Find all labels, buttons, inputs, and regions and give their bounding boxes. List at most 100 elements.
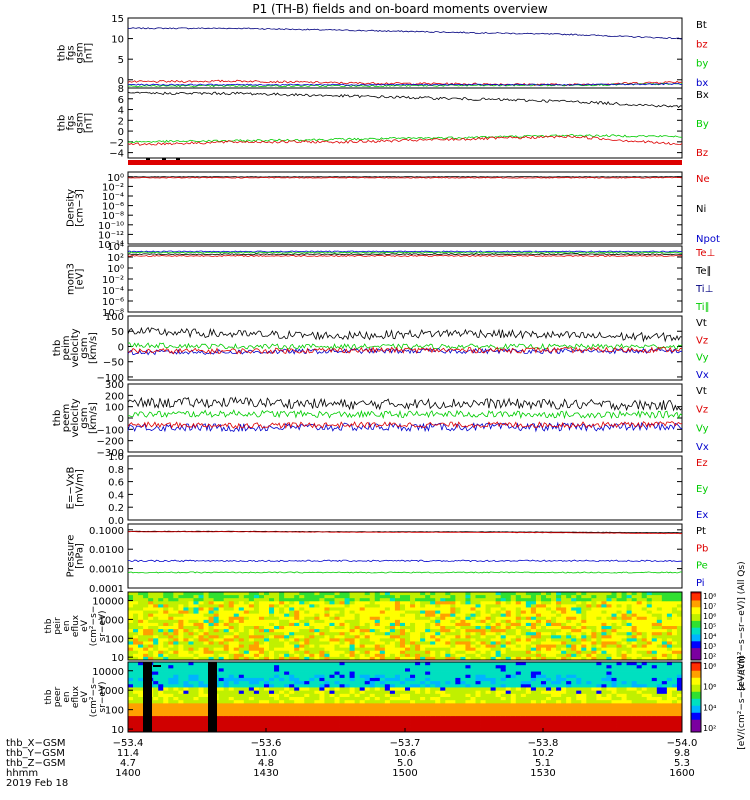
spectrogram-cell: [193, 644, 199, 649]
spectrogram-cell: [520, 728, 527, 733]
spectrogram-cell: [289, 595, 295, 599]
spectrogram-cell: [606, 656, 612, 661]
spectrogram-cell: [405, 607, 411, 611]
spectrogram-cell: [379, 684, 386, 688]
spectrogram-cell: [520, 604, 527, 608]
spectrogram-cell: [143, 656, 149, 661]
spectrogram-cell: [374, 728, 381, 733]
spectrogram-cell: [233, 638, 240, 642]
spectrogram-cell: [183, 719, 189, 723]
spectrogram-cell: [128, 681, 134, 685]
spectrogram-cell: [238, 638, 245, 642]
spectrogram-cell: [263, 626, 270, 630]
spectrogram-cell: [621, 700, 627, 704]
spectrogram-cell: [168, 610, 174, 615]
spectrogram-cell: [258, 610, 265, 615]
spectrogram-cell: [586, 687, 592, 692]
spectrogram-cell: [289, 650, 295, 655]
spectrogram-cell: [304, 644, 310, 649]
spectrogram-cell: [581, 719, 587, 723]
spectrogram-cell: [435, 722, 441, 727]
spectrogram-cell: [470, 725, 476, 730]
spectrogram-cell: [596, 725, 602, 730]
spectrogram-cell: [435, 677, 441, 682]
spectrogram-cell: [143, 616, 149, 621]
spectrogram-cell: [661, 653, 668, 658]
spectrogram-cell: [389, 712, 396, 717]
spectrogram-cell: [133, 687, 139, 692]
spectrogram-cell: [334, 598, 340, 602]
spectrogram-cell: [153, 653, 159, 658]
spectrogram-cell: [631, 719, 638, 723]
spectrogram-cell: [500, 706, 507, 711]
spectrogram-cell: [369, 644, 376, 649]
spectrogram-cell: [349, 703, 356, 707]
spectrogram-cell: [324, 607, 330, 611]
spectrogram-cell: [138, 716, 144, 720]
spectrogram-cell: [676, 626, 683, 630]
spectrogram-cell: [415, 650, 421, 655]
spectrogram-cell: [299, 613, 305, 618]
spectrogram-cell: [188, 656, 194, 661]
spectrogram-cell: [243, 610, 250, 615]
spectrogram-cell: [621, 706, 627, 711]
spectrogram-cell: [435, 626, 441, 630]
spectrogram-cell: [480, 613, 486, 618]
spectrogram-cell: [405, 601, 411, 605]
spectrogram-cell: [591, 607, 597, 611]
spectrogram-cell: [445, 629, 451, 633]
spectrogram-cell: [450, 671, 456, 676]
spectrogram-cell: [596, 616, 602, 621]
spectrogram-cell: [495, 595, 502, 599]
spectrogram-cell: [515, 681, 522, 685]
spectrogram-cell: [626, 690, 633, 695]
spectrogram-cell: [168, 725, 174, 730]
spectrogram-cell: [535, 647, 542, 652]
spectrogram-cell: [520, 650, 527, 655]
spectrogram-cell: [379, 712, 386, 717]
spectrogram-cell: [183, 693, 189, 698]
spectrogram-cell: [500, 622, 507, 627]
spectrogram-cell: [228, 622, 235, 627]
spectrogram-cell: [223, 725, 230, 730]
spectrogram-cell: [495, 706, 502, 711]
spectrogram-cell: [546, 626, 552, 630]
spectrogram-cell: [359, 687, 366, 692]
spectrogram-cell: [576, 622, 582, 627]
spectrogram-cell: [233, 668, 240, 672]
spectrogram-cell: [399, 598, 406, 602]
spectrogram-cell: [213, 650, 220, 655]
spectrogram-cell: [571, 716, 577, 720]
spectrogram-cell: [485, 616, 492, 621]
spectrogram-cell: [263, 604, 270, 608]
spectrogram-cell: [566, 644, 572, 649]
spectrogram-cell: [349, 656, 356, 661]
spectrogram-cell: [243, 728, 250, 733]
spectrogram-cell: [520, 595, 527, 599]
spectrogram-cell: [248, 635, 255, 639]
spectrogram-cell: [641, 622, 648, 627]
spectrogram-cell: [676, 610, 683, 615]
spectrogram-cell: [490, 722, 497, 727]
spectrogram-cell: [284, 629, 290, 633]
spectrogram-cell: [218, 632, 225, 636]
spectrogram-cell: [581, 592, 587, 596]
spectrogram-cell: [208, 626, 215, 630]
spectrogram-cell: [445, 690, 451, 695]
spectrogram-cell: [163, 604, 169, 608]
spectrogram-cell: [374, 687, 381, 692]
spectrogram-cell: [460, 616, 466, 621]
spectrogram-cell: [374, 665, 381, 669]
spectrogram-cell: [455, 650, 461, 655]
spectrogram-cell: [611, 622, 617, 627]
spectrogram-cell: [304, 619, 310, 624]
spectrogram-cell: [399, 610, 406, 615]
spectrogram-cell: [399, 650, 406, 655]
spectrogram-cell: [399, 677, 406, 682]
spectrogram-cell: [309, 629, 315, 633]
spectrogram-cell: [188, 690, 194, 695]
spectrogram-cell: [561, 601, 567, 605]
spectrogram-cell: [193, 687, 199, 692]
spectrogram-cell: [490, 681, 497, 685]
spectrogram-cell: [284, 725, 290, 730]
